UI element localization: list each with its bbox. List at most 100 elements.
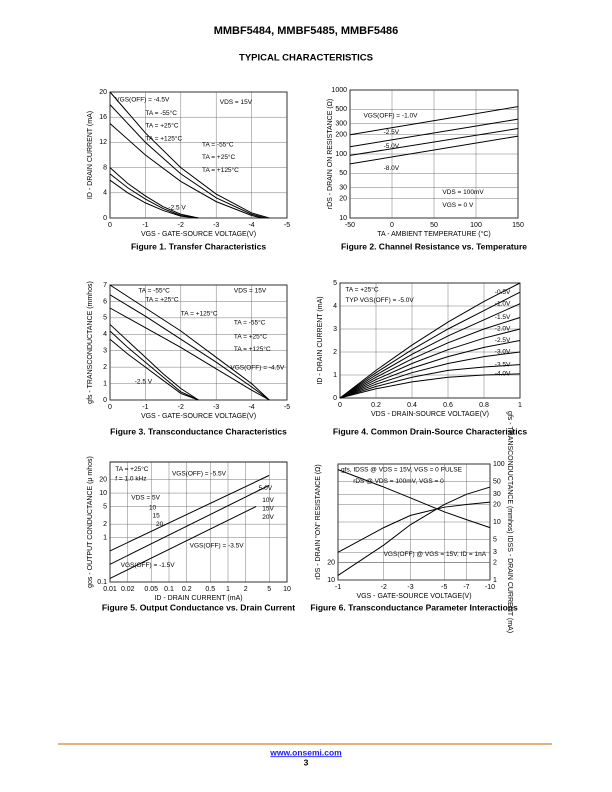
annotation: 5.0V xyxy=(259,485,273,492)
y-tick-label: 500 xyxy=(335,106,347,113)
x-axis-label: TA - AMBIENT TEMPERATURE (°C) xyxy=(377,230,491,238)
y2-tick-label: 10 xyxy=(493,519,501,526)
figure-caption: Figure 3. Transconductance Characteristi… xyxy=(110,426,287,436)
x-axis-label: VGS - GATE-SOURCE VOLTAGE(V) xyxy=(141,413,256,420)
y-tick-label: 1 xyxy=(103,534,107,541)
x-tick-label: -5 xyxy=(284,404,290,411)
figure-caption: Figure 6. Transconductance Parameter Int… xyxy=(310,602,518,612)
x-tick-label: 2 xyxy=(244,586,248,593)
y-tick-label: 50 xyxy=(339,170,347,177)
y-tick-label: 0 xyxy=(103,397,107,404)
x-axis-label: VGS - GATE-SOURCE VOLTAGE(V) xyxy=(356,593,471,600)
curve xyxy=(109,173,199,219)
y2-tick-label: 3 xyxy=(493,549,497,556)
x-tick-label: -4 xyxy=(248,404,254,411)
x-tick-label: 0.1 xyxy=(164,586,174,593)
x-axis-label: VDS - DRAIN-SOURCE VOLTAGE(V) xyxy=(371,411,489,418)
y-tick-label: 0 xyxy=(103,215,107,222)
curve xyxy=(109,307,270,401)
annotation: TA = -55°C xyxy=(202,141,234,149)
footer-link[interactable]: www.onsemi.com xyxy=(269,747,342,757)
x-tick-label: -2 xyxy=(381,584,387,591)
annotation: 15V xyxy=(262,506,274,513)
x-tick-label: -2 xyxy=(178,404,184,411)
curve xyxy=(109,284,270,401)
x-tick-label: 0.8 xyxy=(479,402,489,409)
curve xyxy=(109,484,270,565)
annotation: TA = +125°C xyxy=(202,166,239,174)
y-tick-label: 0.1 xyxy=(97,579,107,586)
x-tick-label: 0.6 xyxy=(443,402,453,409)
x-tick-label: 0.05 xyxy=(144,586,158,593)
y2-tick-label: 30 xyxy=(493,491,501,498)
curve xyxy=(109,179,199,219)
section-title: TYPICAL CHARACTERISTICS xyxy=(239,53,373,64)
x-tick-label: 100 xyxy=(470,222,482,229)
annotation: TA = +125°C xyxy=(181,309,218,317)
y-tick-label: 1 xyxy=(103,380,107,387)
figure-caption: Figure 4. Common Drain-Source Characteri… xyxy=(333,426,527,436)
annotation: 20V xyxy=(262,514,274,521)
curve xyxy=(109,104,266,219)
y-tick-label: 4 xyxy=(103,331,107,338)
plot-frame xyxy=(109,91,288,219)
x-tick-label: 1 xyxy=(518,402,522,409)
curve xyxy=(109,324,199,401)
curve xyxy=(339,340,521,399)
y-tick-label: 100 xyxy=(335,151,347,158)
curve xyxy=(339,328,521,399)
x-axis-label: VGS - GATE-SOURCE VOLTAGE(V) xyxy=(141,231,256,238)
y-tick-label: 200 xyxy=(335,132,347,139)
annotation: VDS = 15V xyxy=(220,99,253,106)
x-tick-label: 0 xyxy=(108,222,112,229)
annotation: 10V xyxy=(262,497,274,504)
annotation: VGS(OFF) = -1.0V xyxy=(363,112,418,119)
x-tick-label: -1 xyxy=(142,404,148,411)
annotation: -1.0V xyxy=(495,300,511,307)
curve xyxy=(349,118,519,148)
annotation: TA = +25°C xyxy=(115,465,148,473)
y-tick-label: 10 xyxy=(339,215,347,222)
annotation: f = 1.0 kHz xyxy=(115,476,146,483)
annotation: rDS @ VDS = 100mV, VGS = 0 xyxy=(353,478,444,485)
curve xyxy=(109,338,199,401)
y2-tick-label: 100 xyxy=(493,461,505,468)
y-axis-label: ID - DRAIN CURRENT (mA) xyxy=(317,296,324,384)
y-axis-label: rDS - DRAIN ON RESISTANCE (Ω) xyxy=(327,99,334,210)
x-tick-label: 1 xyxy=(226,586,230,593)
x-tick-label: -4 xyxy=(248,222,254,229)
figure-caption: Figure 5. Output Conductance vs. Drain C… xyxy=(102,602,295,612)
x-tick-label: 5 xyxy=(267,586,271,593)
x-tick-label: -5 xyxy=(284,222,290,229)
annotation: VGS(OFF) = -1.5V xyxy=(121,562,176,569)
x-tick-label: 0 xyxy=(390,222,394,229)
x-axis-label: ID - DRAIN CURRENT (mA) xyxy=(154,595,242,602)
y-tick-label: 5 xyxy=(103,503,107,510)
x-tick-label: 0.2 xyxy=(371,402,381,409)
x-tick-label: -3 xyxy=(213,222,219,229)
annotation: TA = +25°C xyxy=(202,153,235,161)
x-tick-label: 0 xyxy=(108,404,112,411)
annotation: TYP VGS(OFF) = -5.0V xyxy=(345,297,414,304)
y2-tick-label: 5 xyxy=(493,536,497,543)
annotation: TA = -55°C xyxy=(145,109,177,117)
x-tick-label: -1 xyxy=(142,222,148,229)
curve xyxy=(339,282,521,399)
curve xyxy=(109,91,270,219)
annotation: -3.5V xyxy=(495,361,511,368)
curve xyxy=(349,135,519,165)
curve xyxy=(339,303,521,399)
y-tick-label: 2 xyxy=(103,521,107,528)
y2-tick-label: 1 xyxy=(493,577,497,584)
annotation: VDS = 5V xyxy=(131,495,160,502)
y-axis-label: gos - OUTPUT CONDUCTANCE (μ mhos) xyxy=(87,456,94,588)
annotation: TA = -55°C xyxy=(138,286,170,294)
annotation: -3.0V xyxy=(495,349,511,356)
y-tick-label: 1000 xyxy=(331,87,347,94)
x-tick-label: 0.2 xyxy=(182,586,192,593)
annotation: gfs, IDSS @ VDS = 15V, VGS = 0 PULSE xyxy=(341,467,463,474)
curve xyxy=(337,501,491,553)
annotation: -2.0V xyxy=(495,326,511,333)
y-tick-label: 6 xyxy=(103,298,107,305)
